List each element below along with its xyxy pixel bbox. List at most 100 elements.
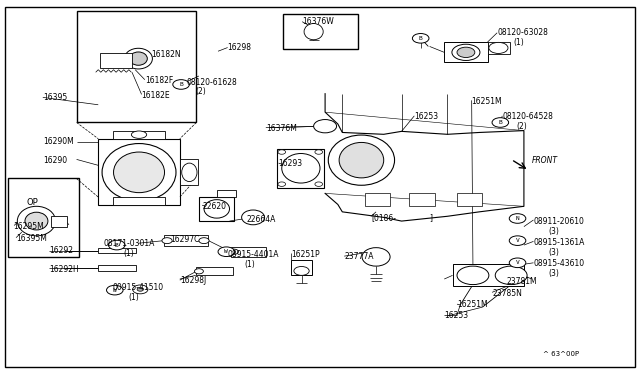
Bar — [291, 260, 312, 275]
Bar — [99, 139, 180, 205]
Ellipse shape — [457, 266, 489, 285]
Text: 16182N: 16182N — [151, 51, 180, 60]
Text: 16290M: 16290M — [43, 137, 74, 146]
Circle shape — [278, 150, 285, 154]
Text: B: B — [179, 82, 183, 87]
Ellipse shape — [489, 42, 508, 54]
Bar — [180, 160, 198, 185]
Text: 08171-0301A: 08171-0301A — [103, 239, 155, 248]
Circle shape — [509, 214, 526, 223]
Bar — [276, 149, 324, 188]
Ellipse shape — [124, 48, 152, 69]
Circle shape — [509, 236, 526, 246]
Text: (3): (3) — [548, 269, 559, 278]
Circle shape — [137, 288, 143, 291]
Text: 16376W: 16376W — [302, 17, 334, 26]
Bar — [8, 177, 79, 257]
Ellipse shape — [102, 144, 176, 201]
Text: V: V — [516, 260, 520, 265]
Circle shape — [218, 247, 235, 257]
Text: 23777A: 23777A — [344, 252, 374, 262]
Text: (1): (1) — [129, 293, 140, 302]
Bar — [99, 248, 136, 253]
Text: B: B — [115, 243, 118, 248]
Text: OP: OP — [27, 198, 38, 207]
Text: (2): (2) — [516, 122, 527, 131]
Bar — [51, 215, 67, 227]
Circle shape — [195, 269, 204, 274]
Text: 16395: 16395 — [43, 93, 67, 102]
Ellipse shape — [294, 266, 309, 275]
Text: 16290: 16290 — [43, 155, 67, 165]
Circle shape — [492, 118, 509, 127]
Bar — [452, 264, 524, 286]
Circle shape — [132, 285, 148, 294]
Ellipse shape — [314, 119, 337, 133]
Bar — [199, 197, 234, 221]
Text: 16251P: 16251P — [291, 250, 320, 259]
Text: 08120-63028: 08120-63028 — [497, 28, 548, 37]
Bar — [77, 11, 196, 122]
Text: 16251M: 16251M — [457, 300, 488, 310]
Text: 16292H: 16292H — [49, 264, 79, 273]
Text: 08915-1361A: 08915-1361A — [534, 238, 585, 247]
Text: (1): (1) — [245, 260, 255, 269]
Text: W: W — [225, 249, 228, 254]
Ellipse shape — [113, 152, 164, 193]
Text: 16182E: 16182E — [141, 91, 170, 100]
Text: 08120-64528: 08120-64528 — [502, 112, 553, 121]
Ellipse shape — [17, 206, 56, 236]
Text: (1): (1) — [513, 38, 524, 47]
Text: W: W — [113, 288, 116, 293]
Bar — [457, 193, 483, 206]
Text: 16395M: 16395M — [16, 234, 47, 243]
Text: 16253: 16253 — [414, 112, 438, 121]
Text: 23781M: 23781M — [506, 277, 537, 286]
Text: 16297C: 16297C — [170, 235, 200, 244]
Ellipse shape — [457, 47, 475, 58]
Text: 23785N: 23785N — [492, 289, 522, 298]
Ellipse shape — [328, 135, 394, 185]
Bar — [488, 42, 510, 54]
Bar — [99, 265, 136, 270]
Polygon shape — [325, 94, 524, 221]
Text: 16298J: 16298J — [180, 276, 206, 285]
Text: 08120-61628: 08120-61628 — [186, 78, 237, 87]
Text: 16376M: 16376M — [266, 124, 297, 133]
Circle shape — [106, 285, 123, 295]
Bar — [100, 53, 132, 68]
Text: FRONT: FRONT — [532, 156, 557, 166]
Ellipse shape — [204, 200, 230, 218]
Circle shape — [230, 249, 239, 254]
Bar — [283, 13, 358, 49]
Ellipse shape — [242, 210, 264, 225]
Circle shape — [278, 182, 285, 186]
Text: 08915-4401A: 08915-4401A — [228, 250, 279, 259]
Circle shape — [412, 33, 429, 43]
Bar — [196, 267, 233, 275]
Text: 16182F: 16182F — [145, 76, 173, 85]
Ellipse shape — [25, 212, 48, 230]
Circle shape — [173, 80, 189, 89]
Ellipse shape — [304, 23, 323, 40]
Ellipse shape — [362, 248, 390, 266]
Bar — [409, 193, 435, 206]
Bar — [164, 235, 209, 246]
Ellipse shape — [182, 163, 197, 182]
Text: 08915-43610: 08915-43610 — [534, 259, 584, 268]
Ellipse shape — [282, 154, 320, 183]
Text: 22620: 22620 — [202, 202, 226, 211]
Text: 16251M: 16251M — [472, 97, 502, 106]
Text: 08911-20610: 08911-20610 — [534, 217, 584, 225]
Text: 22664A: 22664A — [246, 215, 276, 224]
Text: 16293: 16293 — [278, 159, 303, 169]
Text: 16253: 16253 — [444, 311, 468, 320]
Bar — [444, 42, 488, 62]
Circle shape — [162, 238, 172, 244]
Text: (3): (3) — [548, 248, 559, 257]
Ellipse shape — [495, 266, 527, 285]
Ellipse shape — [129, 52, 147, 65]
Text: V: V — [516, 238, 520, 243]
Bar — [113, 131, 165, 139]
Text: [0186-: [0186- — [371, 213, 396, 222]
